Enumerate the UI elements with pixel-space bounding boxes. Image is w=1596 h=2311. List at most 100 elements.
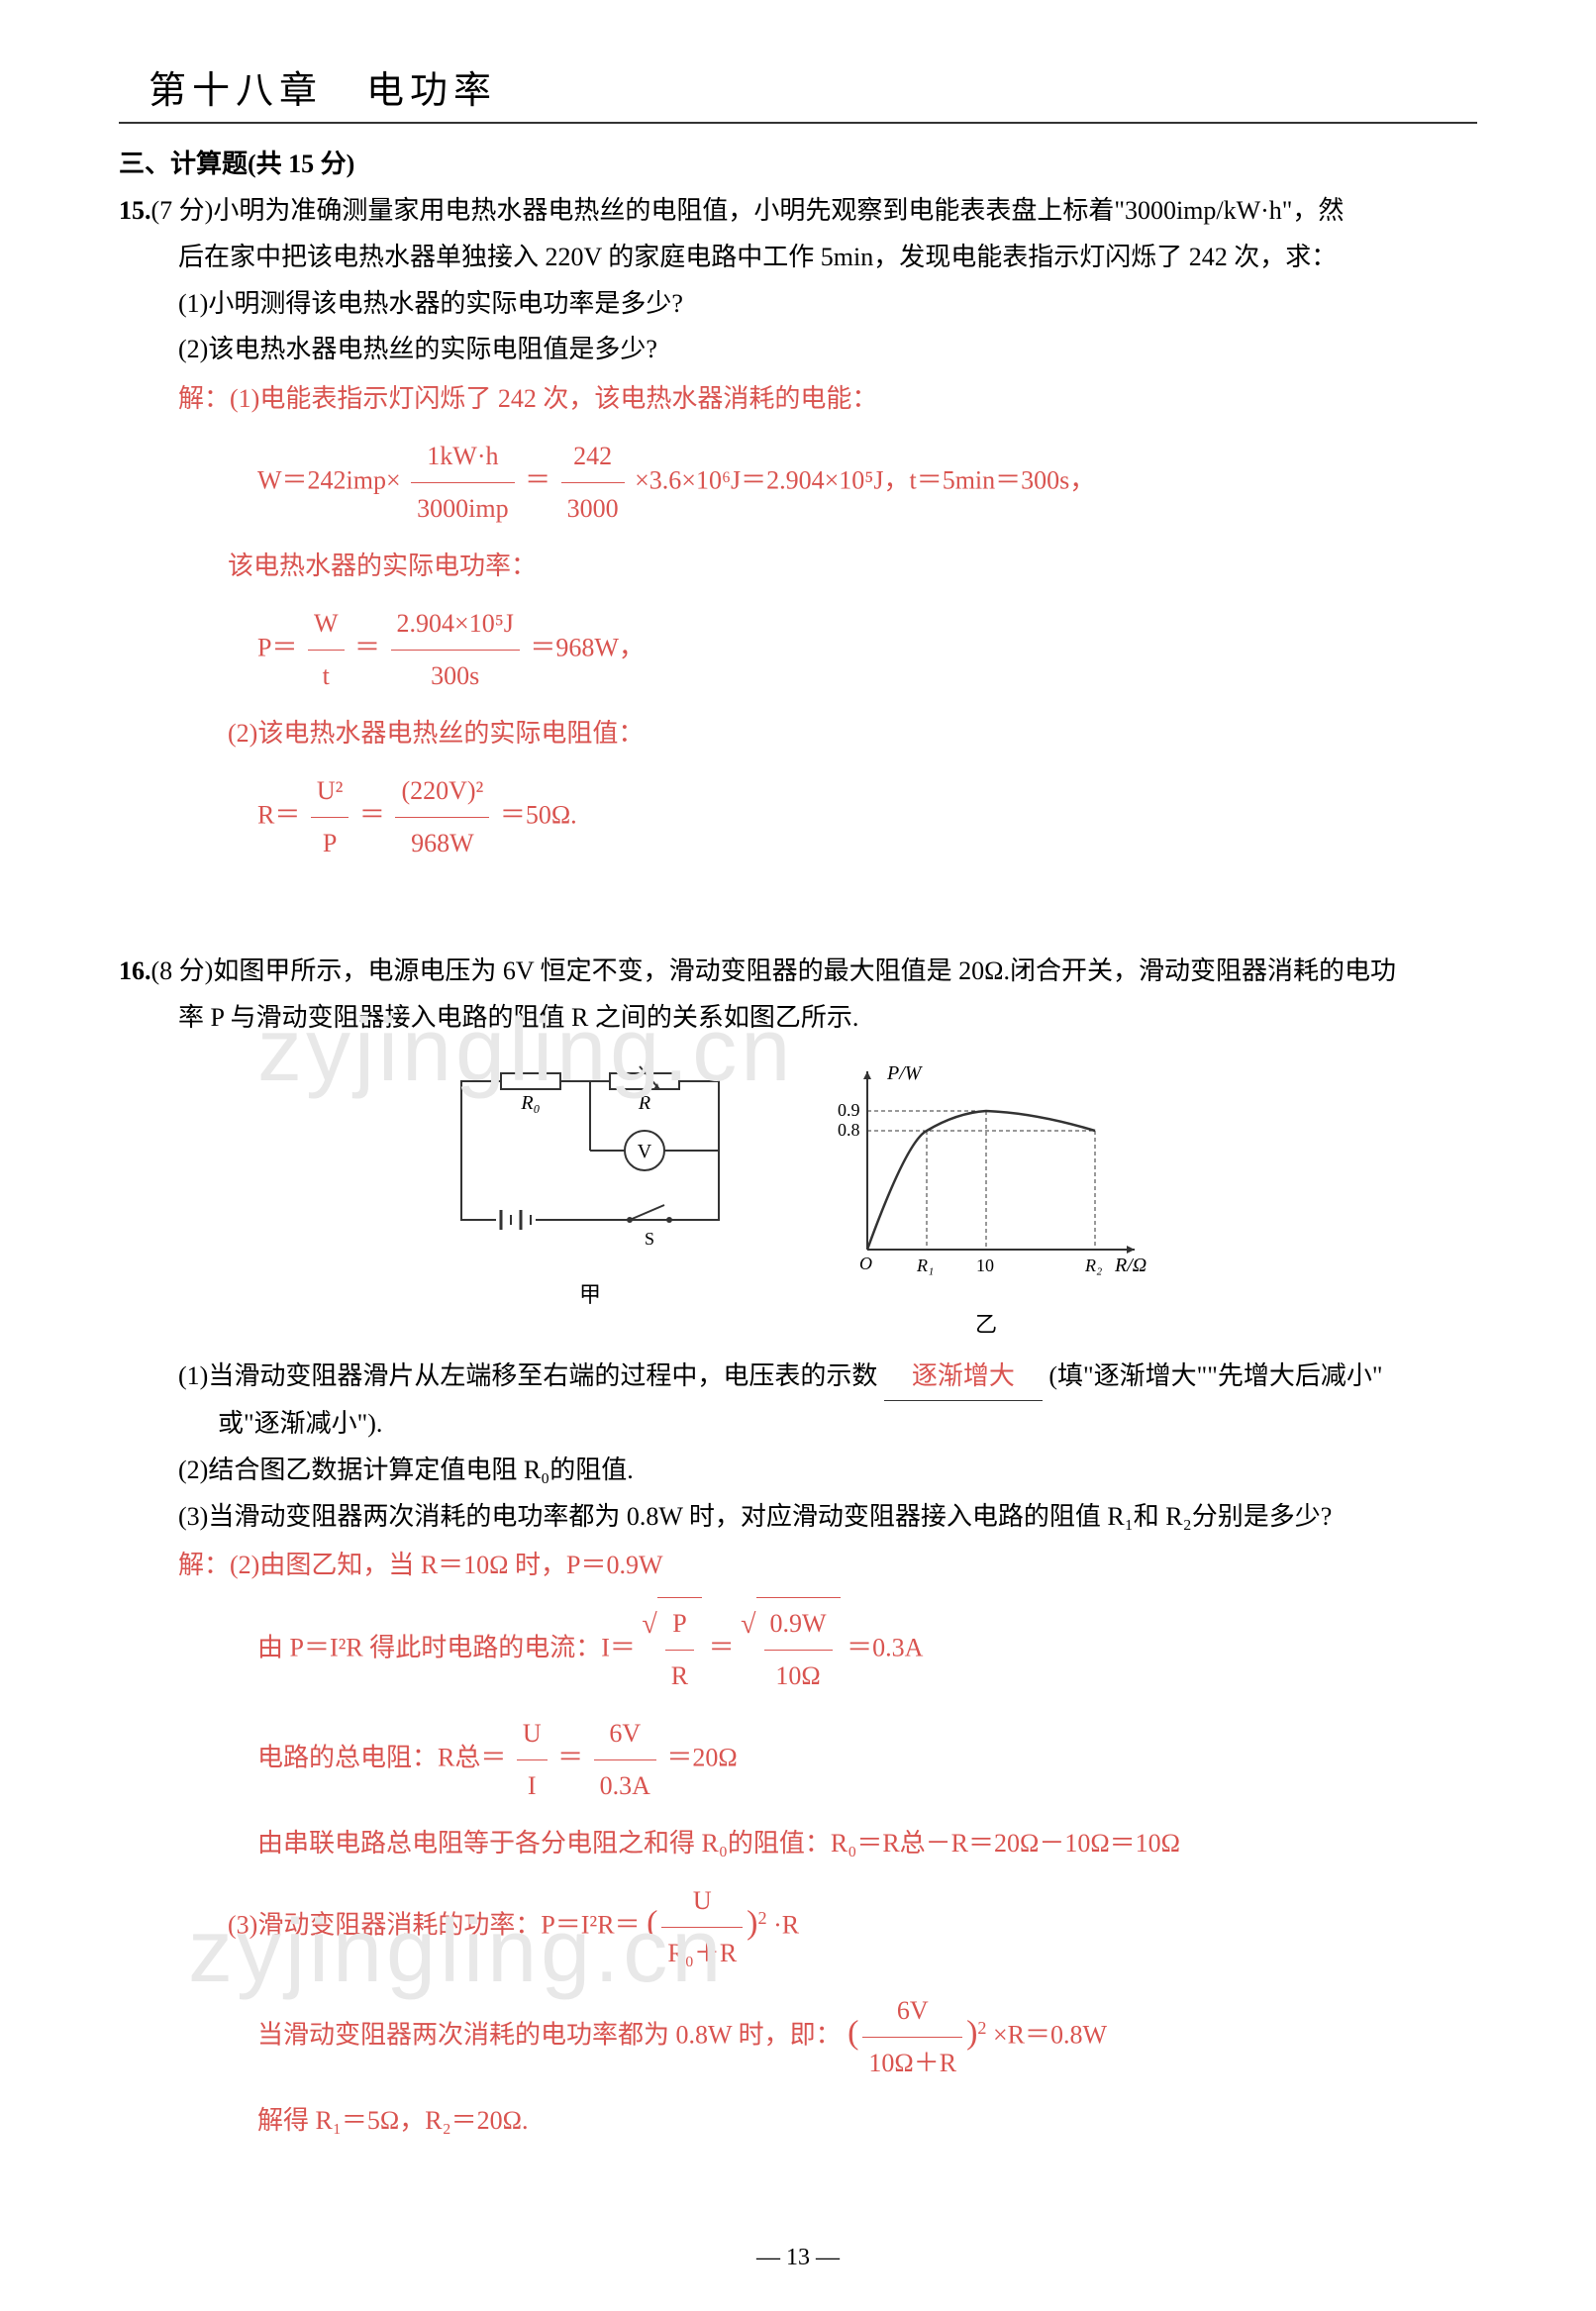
body-text: 后在家中把该电热水器单独接入 220V 的家庭电路中工作 5min，发现电能表指… <box>119 235 1477 281</box>
text: W＝242imp× <box>257 466 401 495</box>
formula: R＝ U²P ＝ (220V)²968W ＝50Ω. <box>119 765 1477 869</box>
page-number: — 13 — <box>0 2245 1596 2271</box>
den: 10Ω <box>764 1651 833 1702</box>
problem-number: 15. <box>119 196 151 225</box>
text: 由 P＝I²R 得此时电路的电流：I＝ <box>257 1634 636 1662</box>
answer-line: 由串联电路总电阻等于各分电阻之和得 R₀的阻值：R₀＝R总－R＝20Ω－10Ω＝… <box>119 1818 1477 1869</box>
fraction: UR₀＋R <box>661 1875 743 1979</box>
den: 0.3A <box>594 1760 656 1812</box>
sqrt-icon <box>642 1634 656 1662</box>
text: ＝50Ω. <box>500 801 577 830</box>
body-text: 小明为准确测量家用电热水器电热丝的电阻值，小明先观察到电能表表盘上标着"3000… <box>213 196 1344 225</box>
text: ＝ <box>557 1744 583 1772</box>
text: ＝ <box>525 466 550 495</box>
subquestion: (2)结合图乙数据计算定值电阻 R₀的阻值. <box>119 1448 1477 1494</box>
num: 2.904×10⁵J <box>391 598 520 651</box>
den: 3000 <box>561 483 625 535</box>
problem-16: 16.(8 分)如图甲所示，电源电压为 6V 恒定不变，滑动变阻器的最大阻值是 … <box>119 949 1477 2147</box>
text: (填"逐渐增大""先增大后减小" <box>1048 1361 1382 1390</box>
subquestion: (2)该电热水器电热丝的实际电阻值是多少? <box>119 327 1477 373</box>
text: ×R＝0.8W <box>993 2021 1107 2050</box>
text: ＝968W， <box>530 634 645 662</box>
text: ＝0.3A <box>847 1634 923 1662</box>
fraction: 6V0.3A <box>594 1708 656 1812</box>
num: U² <box>311 765 349 818</box>
fraction: 1kW·h3000imp <box>411 431 514 535</box>
graph-diagram: P/W R/Ω 0.9 0.8 O R₁ 10 R₂ 乙 <box>818 1061 1154 1344</box>
circuit-diagram: R₀ R V S <box>442 1061 739 1344</box>
problem-number: 16. <box>119 956 151 985</box>
num: U <box>661 1875 743 1928</box>
points: (8 分) <box>151 956 214 985</box>
xtick: 10 <box>976 1256 994 1275</box>
formula: (3)滑动变阻器消耗的功率：P＝I²R＝ (UR₀＋R)2 ·R <box>119 1875 1477 1979</box>
xlabel: R/Ω <box>1114 1255 1147 1276</box>
xtick: O <box>859 1254 872 1273</box>
fraction: 2.904×10⁵J300s <box>391 598 520 702</box>
xtick: R₂ <box>1084 1256 1102 1275</box>
answer-line: (2)该电热水器电热丝的实际电阻值： <box>119 708 1477 759</box>
body-text: 率 P 与滑动变阻器接入电路的阻值 R 之间的关系如图乙所示. <box>119 995 1477 1042</box>
fill-blank: 逐渐增大 <box>884 1354 1043 1401</box>
text: ＝20Ω <box>666 1744 737 1772</box>
den: 300s <box>391 651 520 702</box>
label-v: V <box>638 1141 652 1162</box>
text: (1)当滑动变阻器滑片从左端移至右端的过程中，电压表的示数 <box>178 1361 877 1390</box>
label-s: S <box>645 1229 654 1249</box>
num: 242 <box>561 431 625 483</box>
formula: 由 P＝I²R 得此时电路的电流：I＝ PR ＝ 0.9W10Ω ＝0.3A <box>119 1597 1477 1702</box>
label-r0: R₀ <box>520 1092 540 1114</box>
fraction: 0.9W10Ω <box>764 1598 833 1702</box>
caption-jia: 甲 <box>442 1275 739 1315</box>
text: P＝ <box>257 634 297 662</box>
den: P <box>311 818 349 869</box>
num: P <box>665 1598 694 1651</box>
text: ＝ <box>709 1634 735 1662</box>
sqrt-icon <box>741 1634 755 1662</box>
fraction: UI <box>517 1708 548 1812</box>
formula: 电路的总电阻：R总＝ UI ＝ 6V0.3A ＝20Ω <box>119 1708 1477 1812</box>
num: (220V)² <box>395 765 489 818</box>
fraction: PR <box>665 1598 694 1702</box>
num: 0.9W <box>764 1598 833 1651</box>
graph-svg: P/W R/Ω 0.9 0.8 O R₁ 10 R₂ <box>818 1061 1154 1289</box>
answer-line: 解：(1)电能表指示灯闪烁了 242 次，该电热水器消耗的电能： <box>119 373 1477 425</box>
body-text: 如图甲所示，电源电压为 6V 恒定不变，滑动变阻器的最大阻值是 20Ω.闭合开关… <box>213 956 1396 985</box>
text: 电路的总电阻：R总＝ <box>257 1744 506 1772</box>
text: R＝ <box>257 801 300 830</box>
subquestion: (3)当滑动变阻器两次消耗的电功率都为 0.8W 时，对应滑动变阻器接入电路的阻… <box>119 1494 1477 1541</box>
formula: P＝ Wt ＝ 2.904×10⁵J300s ＝968W， <box>119 598 1477 702</box>
fraction: (220V)²968W <box>395 765 489 869</box>
subquestion: (1)当滑动变阻器滑片从左端移至右端的过程中，电压表的示数 逐渐增大 (填"逐渐… <box>119 1354 1477 1401</box>
problem-15: 15.(7 分)小明为准确测量家用电热水器电热丝的电阻值，小明先观察到电能表表盘… <box>119 188 1477 869</box>
fraction: Wt <box>308 598 345 702</box>
ytick: 0.8 <box>838 1120 860 1140</box>
formula: 当滑动变阻器两次消耗的电功率都为 0.8W 时，即： (6V10Ω＋R)2 ×R… <box>119 1985 1477 2089</box>
fraction: 2423000 <box>561 431 625 535</box>
den: 10Ω＋R <box>862 2038 962 2089</box>
text: ×3.6×10⁶J＝2.904×10⁵J，t＝5min＝300s， <box>635 466 1095 495</box>
text: ＝ <box>354 634 380 662</box>
text: (3)滑动变阻器消耗的功率：P＝I²R＝ <box>228 1911 641 1940</box>
ylabel: P/W <box>886 1062 924 1084</box>
num: W <box>308 598 345 651</box>
num: 1kW·h <box>411 431 514 483</box>
text: 当滑动变阻器两次消耗的电功率都为 0.8W 时，即： <box>257 2021 842 2050</box>
formula: W＝242imp× 1kW·h3000imp ＝ 2423000 ×3.6×10… <box>119 431 1477 535</box>
den: 968W <box>395 818 489 869</box>
ytick: 0.9 <box>838 1100 860 1120</box>
den: R <box>665 1651 694 1702</box>
chapter-title: 第十八章 电功率 <box>119 59 1477 124</box>
num: U <box>517 1708 548 1760</box>
points: (7 分) <box>151 196 214 225</box>
fraction: U²P <box>311 765 349 869</box>
num: 6V <box>594 1708 656 1760</box>
answer-line: 该电热水器的实际电功率： <box>119 541 1477 592</box>
text: ＝ <box>359 801 385 830</box>
den: R₀＋R <box>661 1928 743 1979</box>
answer-line: 解：(2)由图乙知，当 R＝10Ω 时，P＝0.9W <box>119 1540 1477 1591</box>
text: ·R <box>773 1911 799 1940</box>
xtick: R₁ <box>916 1256 934 1275</box>
caption-yi: 乙 <box>818 1305 1154 1345</box>
text: 或"逐渐减小"). <box>119 1401 1477 1448</box>
